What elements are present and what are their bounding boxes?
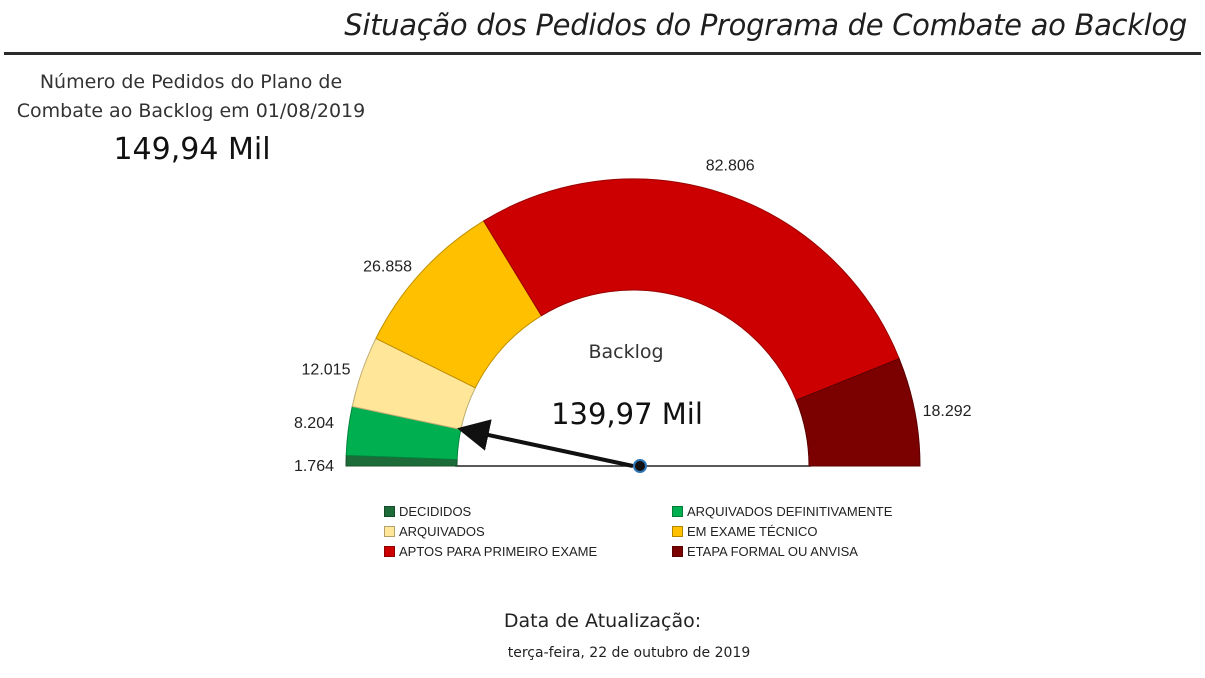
page-title: Situação dos Pedidos do Programa de Comb…: [344, 8, 1187, 42]
gauge-segment-aptos-para-primeiro-exame: [482, 178, 900, 401]
segment-value-label: 82.806: [706, 158, 755, 175]
gauge-chart: 1.764 8.204 12.015 26.858 82.806 18.292 Backlo…: [294, 158, 972, 475]
segment-value-label: 1.764: [294, 458, 334, 475]
gauge-center-label: Backlog: [588, 341, 663, 363]
legend-item-arquivados-definitivamente: ARQUIVADOS DEFINITIVAMENTE: [672, 502, 904, 520]
legend-label: DECIDIDOS: [399, 503, 472, 519]
legend-swatch: [672, 525, 683, 537]
title-divider: [4, 52, 1201, 55]
kpi-value: 149,94 Mil: [113, 132, 271, 167]
update-label: Data de Atualização:: [503, 610, 702, 632]
legend-label: EM EXAME TÉCNICO: [687, 523, 818, 539]
gauge-needle: [457, 419, 634, 468]
legend-swatch: [384, 505, 395, 517]
legend-item-arquivados: ARQUIVADOS: [384, 522, 672, 540]
segment-value-label: 8.204: [294, 415, 334, 432]
legend-item-aptos-para-primeiro-exame: APTOS PARA PRIMEIRO EXAME: [384, 542, 672, 560]
legend-swatch: [384, 525, 395, 537]
legend-label: APTOS PARA PRIMEIRO EXAME: [399, 543, 598, 559]
segment-value-label: 12.015: [302, 361, 351, 378]
legend-item-decididos: DECIDIDOS: [384, 502, 672, 520]
legend-item-etapa-formal-ou-anvisa: ETAPA FORMAL OU ANVISA: [672, 542, 904, 560]
segment-value-label: 26.858: [363, 258, 412, 275]
kpi-caption: Número de Pedidos do Plano de Combate ao…: [6, 68, 376, 126]
segment-value-label: 18.292: [923, 403, 972, 420]
chart-legend: DECIDIDOS ARQUIVADOS DEFINITIVAMENTE ARQUI…: [384, 502, 904, 560]
legend-label: ARQUIVADOS DEFINITIVAMENTE: [687, 503, 893, 519]
gauge-needle-hub: [633, 459, 647, 473]
gauge-segment-etapa-formal-ou-anvisa: [795, 358, 921, 467]
kpi-caption-line-2: Combate ao Backlog em 01/08/2019: [16, 100, 366, 122]
gauge-center-value: 139,97 Mil: [551, 397, 703, 431]
legend-label: ARQUIVADOS: [399, 523, 485, 539]
legend-swatch: [672, 505, 683, 517]
legend-label: ETAPA FORMAL OU ANVISA: [687, 543, 858, 559]
kpi-caption-line-1: Número de Pedidos do Plano de: [39, 71, 343, 93]
legend-item-em-exame-tecnico: EM EXAME TÉCNICO: [672, 522, 904, 540]
legend-swatch: [672, 545, 683, 557]
update-date: terça-feira, 22 de outubro de 2019: [507, 645, 751, 661]
legend-swatch: [384, 545, 395, 557]
